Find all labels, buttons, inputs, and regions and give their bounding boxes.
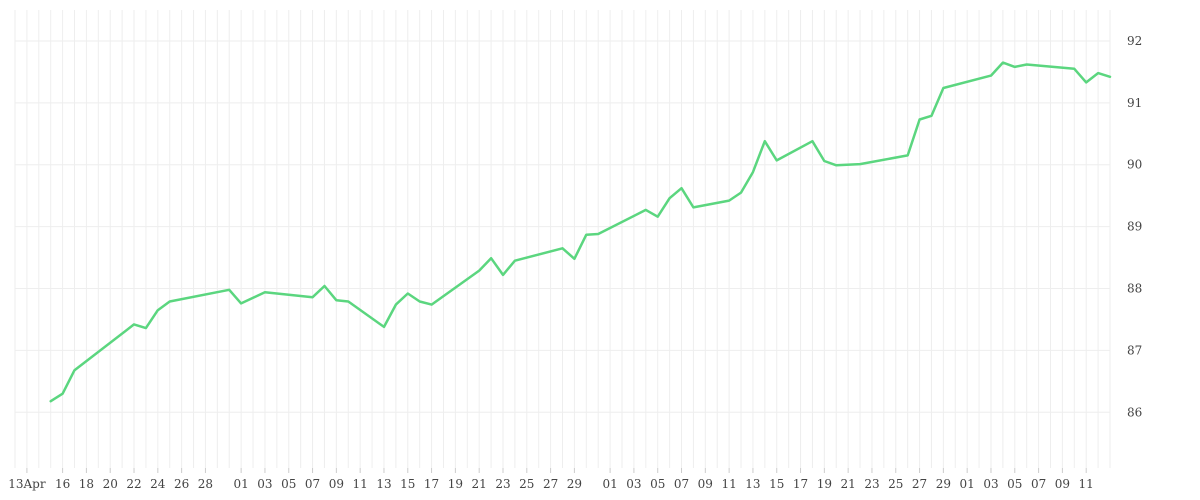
y-tick-label: 90 — [1127, 158, 1142, 172]
x-tick-label: 25 — [519, 477, 534, 491]
vertical-gridlines — [14, 10, 1111, 468]
x-tick-label: 27 — [543, 477, 558, 491]
x-tick-label: 23 — [495, 477, 510, 491]
x-tick-label: 13 — [376, 477, 391, 491]
x-tick-label: 21 — [472, 477, 487, 491]
x-tick-label: 07 — [674, 477, 689, 491]
x-tick-label: 25 — [888, 477, 903, 491]
x-tick-label: 01 — [234, 477, 249, 491]
x-tick-label: 23 — [864, 477, 879, 491]
x-tick-label: 01 — [602, 477, 617, 491]
x-tick-label: 20 — [103, 477, 118, 491]
x-tick-label: 11 — [721, 477, 736, 491]
x-tick-label: 26 — [174, 477, 189, 491]
x-tick-label: 11 — [353, 477, 368, 491]
x-tick-label: 24 — [150, 477, 166, 491]
y-tick-label: 89 — [1127, 220, 1142, 234]
x-tick-label: 19 — [817, 477, 832, 491]
y-tick-label: 92 — [1127, 34, 1142, 48]
x-tick-label: 19 — [448, 477, 463, 491]
x-tick-label: 22 — [126, 477, 141, 491]
y-tick-label: 86 — [1127, 405, 1142, 419]
y-axis-tick-labels: 86 87 88 89 90 91 92 — [1127, 34, 1142, 419]
horizontal-gridlines — [15, 40, 1110, 413]
x-tick-label: 21 — [841, 477, 856, 491]
y-tick-label: 91 — [1127, 96, 1142, 110]
x-tick-label: 15 — [769, 477, 784, 491]
series-line — [49, 61, 1112, 403]
x-tick-label: 17 — [793, 477, 808, 491]
x-tick-label: 07 — [1031, 477, 1046, 491]
x-tick-label: 05 — [650, 477, 665, 491]
x-tick-label: 01 — [960, 477, 975, 491]
x-tick-label: 13Apr — [8, 477, 46, 491]
x-tick-label: 03 — [983, 477, 998, 491]
x-tick-label: 09 — [1055, 477, 1070, 491]
x-tick-label: 15 — [400, 477, 415, 491]
x-tick-label: 17 — [424, 477, 439, 491]
x-tick-label: 27 — [912, 477, 927, 491]
x-tick-label: 29 — [936, 477, 951, 491]
x-tick-label: 09 — [329, 477, 344, 491]
x-tick-label: 05 — [281, 477, 296, 491]
x-tick-label: 13 — [745, 477, 760, 491]
y-tick-label: 88 — [1127, 282, 1142, 296]
x-tick-label: 07 — [305, 477, 320, 491]
x-tick-label: 16 — [55, 477, 70, 491]
x-tick-label: 03 — [257, 477, 272, 491]
x-tick-label: 11 — [1079, 477, 1094, 491]
x-tick-label: 05 — [1007, 477, 1022, 491]
x-tick-label: 29 — [567, 477, 582, 491]
x-tick-label: 09 — [698, 477, 713, 491]
x-tick-label: 03 — [626, 477, 641, 491]
x-tick-label: 28 — [198, 477, 213, 491]
x-axis-tick-labels: 13Apr 16 18 20 22 24 26 28 01 03 05 07 09 11 13 15 17 19 2… — [8, 468, 1094, 491]
y-tick-label: 87 — [1127, 343, 1142, 357]
x-tick-label: 18 — [79, 477, 94, 491]
